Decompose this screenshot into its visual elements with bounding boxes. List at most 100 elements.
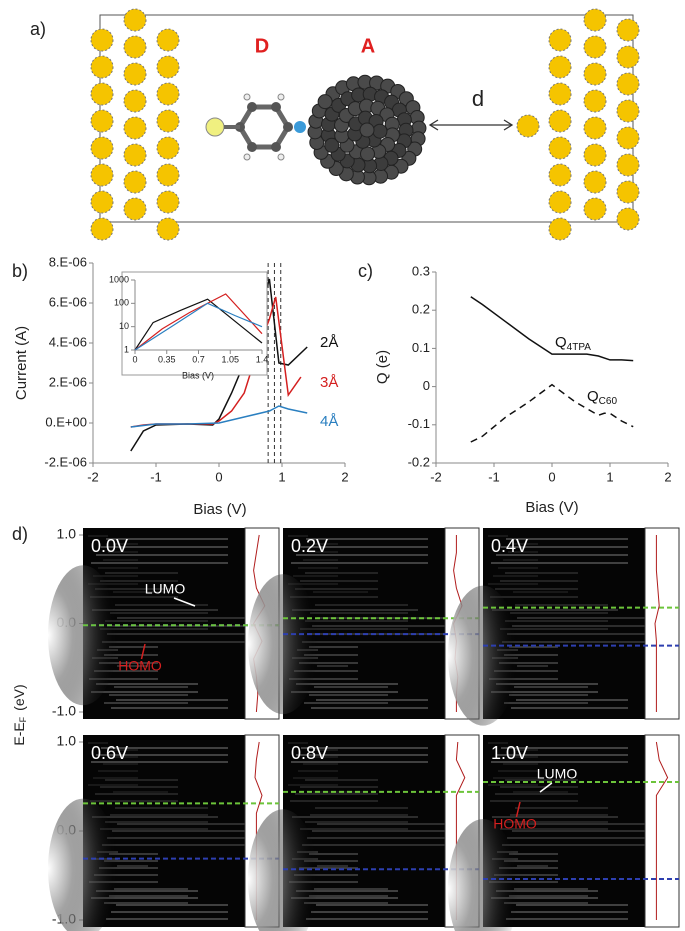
spectrum-streak xyxy=(288,784,338,786)
spectrum-streak xyxy=(488,583,538,585)
spectrum-streak xyxy=(115,604,208,606)
gold-atom xyxy=(616,72,640,96)
x-tick-label: 0 xyxy=(132,354,137,364)
spectrum-streak xyxy=(109,853,158,855)
panel-label: a) xyxy=(30,19,46,39)
spectrum-streak xyxy=(96,683,198,685)
spectrum-streak xyxy=(89,678,158,680)
gold-atom xyxy=(156,109,180,133)
x-tick-label: 2 xyxy=(341,469,348,484)
subscript: E-E xyxy=(11,722,27,745)
spectrum-streak xyxy=(117,665,148,667)
spectrum-streak xyxy=(88,742,108,744)
subscript: 3Å xyxy=(320,374,338,391)
inset-frame xyxy=(121,271,268,376)
gold-atom xyxy=(583,62,607,86)
spectrum-streak xyxy=(506,918,628,920)
spectrum-streak xyxy=(106,538,228,540)
spectrum-streak xyxy=(109,646,158,648)
y-tick-label: 0 xyxy=(423,378,430,393)
gold-atom xyxy=(616,180,640,204)
spectrum-glow xyxy=(248,574,318,715)
x-tick-label: 0.7 xyxy=(192,354,205,364)
spectrum-streak xyxy=(510,612,608,614)
gold-atom xyxy=(548,82,572,106)
spectrum-streak xyxy=(90,800,178,802)
y-axis-label: E-EF (eV) xyxy=(11,684,29,745)
spectrum-streak xyxy=(95,793,178,795)
bias-label: 0.8V xyxy=(291,743,328,763)
spectrum-streak xyxy=(514,686,588,688)
spectrum-streak xyxy=(496,754,628,756)
gold-atom xyxy=(156,190,180,214)
gold-atom xyxy=(123,35,147,59)
spectrum-streak xyxy=(310,814,408,816)
spectrum-streak xyxy=(500,580,578,582)
spectrum-streak xyxy=(503,763,538,765)
spectrum-streak xyxy=(91,562,228,564)
spectrum-streak xyxy=(105,821,208,823)
spectrum-streak xyxy=(498,770,538,772)
x-tick-label: 1.4 xyxy=(256,354,269,364)
spectrum-streak xyxy=(517,865,548,867)
spectrum-streak xyxy=(511,911,628,913)
x-tick-label: -1 xyxy=(488,469,500,484)
spectrum-streak xyxy=(101,747,228,749)
distance-label: d xyxy=(472,86,484,111)
spectrum-streak xyxy=(94,670,158,672)
bias-label: 0.0V xyxy=(91,536,128,556)
spectrum-streak xyxy=(305,821,408,823)
spectrum-streak xyxy=(491,761,628,763)
x-tick-label: -2 xyxy=(430,469,442,484)
spectrum-streak xyxy=(495,793,578,795)
gold-atom xyxy=(548,217,572,241)
spectrum-streak xyxy=(92,816,218,818)
spectrum-streak xyxy=(504,860,558,862)
carbon-atom xyxy=(283,122,293,132)
gold-atom xyxy=(90,55,114,79)
spectrum-streak xyxy=(102,641,248,643)
panel-label: d) xyxy=(12,524,28,544)
spectrum-streak xyxy=(300,628,408,630)
spectrum-streak xyxy=(500,828,608,830)
spectrum-streak xyxy=(296,890,398,892)
y-tick-label: 6.E-06 xyxy=(49,294,87,309)
c60-atom xyxy=(324,137,340,153)
spectrum-streak xyxy=(310,612,408,614)
spectrum-streak xyxy=(289,881,358,883)
x-axis-label: Bias (V) xyxy=(193,501,246,518)
spectrum-glow xyxy=(48,798,118,931)
series-label: 2Å xyxy=(320,334,338,351)
spectrum-streak xyxy=(498,567,538,569)
hydrogen-atom xyxy=(277,93,285,101)
spectrum-streak xyxy=(496,683,598,685)
bias-label: 0.4V xyxy=(491,536,528,556)
spectrum-streak xyxy=(509,646,558,648)
spectrum-streak xyxy=(290,800,378,802)
spectrum-streak xyxy=(514,888,588,890)
gold-atom xyxy=(123,197,147,221)
spectrum-streak xyxy=(104,860,158,862)
spectrum-streak xyxy=(501,546,628,548)
spectrum-streak xyxy=(109,694,188,696)
x-axis-label: Bias (V) xyxy=(182,370,214,380)
spectrum-streak xyxy=(108,551,138,553)
dos-strip xyxy=(644,527,680,720)
annotation-arrow xyxy=(515,801,521,818)
series-line xyxy=(134,293,263,351)
y-tick-label: 0.1 xyxy=(412,340,430,355)
spectrum-streak xyxy=(94,874,158,876)
spectrum-streak xyxy=(291,691,398,693)
spectrum-streak xyxy=(304,654,358,656)
spectrum-streak xyxy=(312,625,448,627)
y-tick-label: 4.E-06 xyxy=(49,334,87,349)
spectrum-streak xyxy=(313,749,338,751)
gold-atom xyxy=(616,45,640,69)
gold-atom xyxy=(156,28,180,52)
spectrum-streak xyxy=(112,830,248,832)
x-axis-label: Bias (V) xyxy=(525,499,578,516)
spectrum-streak xyxy=(95,588,178,590)
hydrogen-atom xyxy=(243,93,251,101)
spectrum-streak xyxy=(117,617,248,619)
